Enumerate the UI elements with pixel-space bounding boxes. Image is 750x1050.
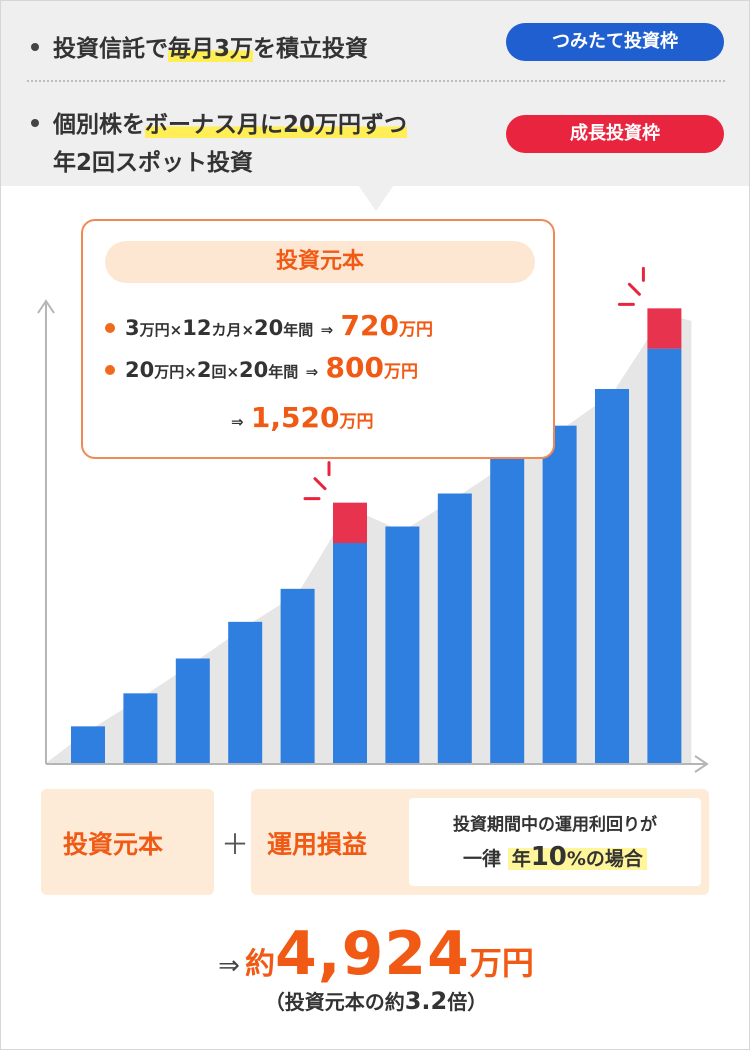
note-line2: 一律 年10%の場合 — [409, 842, 701, 872]
yield-note: 投資期間中の運用利回りが 一律 年10%の場合 — [409, 798, 701, 886]
plan-text: 個別株を — [53, 112, 145, 138]
arrow-icon: ⇒ — [305, 363, 319, 381]
principal-callout: 投資元本 3万円×12カ月×20年間 ⇒ 720万円 20万円×2回×20年間 … — [81, 219, 555, 459]
plan-highlight: 毎月3万 — [168, 36, 254, 62]
calc-value: 12 — [182, 316, 212, 340]
arrow-icon: ⇒ — [231, 413, 244, 431]
growth-area — [46, 313, 692, 763]
calc-unit: カ月 — [211, 321, 242, 339]
bar-12-bonus — [647, 308, 682, 349]
arrow-icon: ⇒ — [218, 951, 240, 981]
bullet-dot — [31, 42, 39, 51]
bar-12 — [647, 348, 682, 763]
badge-growth: 成長投資枠 — [506, 115, 724, 153]
bar-6-bonus — [333, 502, 367, 543]
bar-6 — [333, 543, 367, 763]
bar-1 — [71, 726, 105, 763]
y-axis-arrow — [37, 299, 55, 314]
badge-tsumitate: つみたて投資枠 — [506, 23, 724, 61]
bar-2 — [123, 693, 158, 763]
divider — [27, 80, 725, 82]
calc-unit: 回 — [211, 363, 227, 381]
plan-panel: 投資信託で毎月3万を積立投資 つみたて投資枠 個別株をボーナス月に20万円ずつ … — [1, 1, 749, 186]
calc-row-bonus: 20万円×2回×20年間 ⇒ 800万円 — [105, 351, 418, 384]
calc-value: 20 — [254, 316, 284, 340]
calc-value: 20 — [125, 358, 155, 382]
arrow-icon: ⇒ — [320, 321, 334, 339]
calc-result: 720 — [340, 309, 399, 342]
bullet-dot — [105, 365, 115, 375]
sparks-group — [303, 266, 645, 501]
note-highlight: 年10%の場合 — [507, 842, 647, 872]
note-hl-num: 10 — [530, 842, 567, 872]
growth-chart — [37, 266, 709, 773]
principal-box — [41, 789, 214, 895]
times-sign: × — [184, 363, 197, 381]
times-sign: × — [226, 363, 240, 381]
calc-unit: 万円 — [139, 321, 170, 339]
bar-3 — [175, 658, 210, 763]
principal-label: 投資元本 — [63, 830, 164, 859]
x-axis-arrow — [694, 755, 709, 773]
bar-5 — [280, 588, 315, 763]
calc-unit: 年間 — [268, 363, 299, 381]
result-unit: 万円 — [469, 944, 534, 982]
bullet-dot — [31, 118, 39, 127]
ratio-close: 倍） — [447, 990, 488, 1014]
calc-result: 800 — [325, 351, 384, 384]
calc-total-value: 1,520 — [250, 401, 340, 434]
gain-label: 運用損益 — [267, 830, 368, 859]
bars-group — [71, 308, 682, 763]
plan-highlight: ボーナス月に20万円ずつ — [145, 112, 408, 138]
bar-11 — [595, 389, 629, 763]
bar-4 — [228, 621, 263, 763]
bar-9 — [490, 458, 525, 763]
calc-value: 20 — [239, 358, 269, 382]
calc-result-unit: 万円 — [383, 362, 418, 382]
plan-row-bonus: 個別株をボーナス月に20万円ずつ — [31, 105, 408, 139]
note-hl-a: 年 — [511, 848, 531, 870]
plan-text-tail: を積立投資 — [253, 36, 369, 62]
note-hl-b: %の場合 — [566, 848, 643, 870]
sparkle-mark — [313, 477, 327, 491]
calc-row-monthly: 3万円×12カ月×20年間 ⇒ 720万円 — [105, 309, 433, 342]
calc-unit: 年間 — [283, 321, 314, 339]
times-sign: × — [169, 321, 183, 339]
calc-value: 3 — [125, 316, 140, 340]
plan-text: 投資信託で — [53, 36, 168, 62]
panel-pointer — [358, 185, 394, 211]
plan-row-bonus-line2: 年2回スポット投資 — [53, 150, 254, 176]
bar-8 — [437, 493, 472, 763]
result-amount: 4,924 — [275, 919, 470, 989]
calc-total: ⇒ 1,520万円 — [231, 401, 373, 434]
result-total: ⇒ 約4,924万円 — [1, 919, 749, 989]
ratio-open: （投資元本の約 — [264, 990, 405, 1014]
plan-row-monthly: 投資信託で毎月3万を積立投資 — [31, 29, 368, 63]
note-line1: 投資期間中の運用利回りが — [453, 815, 657, 835]
plus-sign: ＋ — [221, 828, 250, 861]
result-ratio: （投資元本の約3.2倍） — [1, 986, 749, 1015]
sparkle-mark — [627, 282, 641, 296]
result-prefix: 約 — [245, 947, 276, 982]
note-pre: 一律 — [463, 848, 502, 870]
calc-unit: 万円 — [154, 363, 185, 381]
bullet-dot — [105, 323, 115, 333]
calc-total-unit: 万円 — [339, 412, 374, 432]
bar-7 — [385, 526, 420, 763]
ratio-number: 3.2 — [404, 987, 448, 1015]
times-sign: × — [241, 321, 255, 339]
bar-10 — [542, 425, 577, 763]
calc-result-unit: 万円 — [398, 320, 433, 340]
callout-title: 投資元本 — [105, 241, 535, 283]
calc-value: 2 — [196, 358, 212, 382]
